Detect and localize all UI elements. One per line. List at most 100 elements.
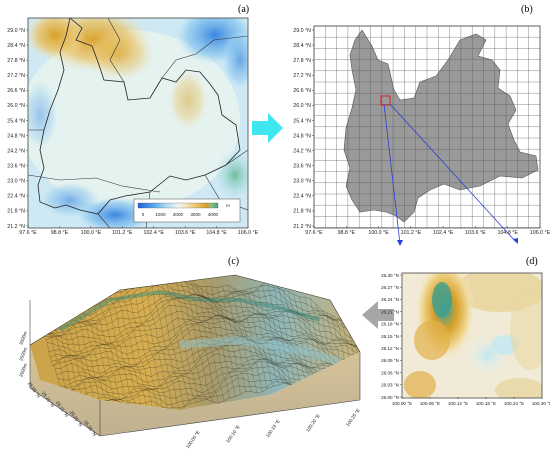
lon-tick-label: 97.6 °E	[305, 230, 323, 236]
selected-cell-highlight	[380, 95, 391, 106]
lat-tick-label: 27.2 °N	[7, 73, 25, 79]
colorbar-tick-label: 4000	[208, 212, 219, 217]
colorbar-tick-label: 2000	[173, 212, 184, 217]
lat-tick-label: 26.21 °N	[381, 309, 399, 314]
y-tick-label: 100.25 °E	[345, 408, 361, 427]
zoom-arrowhead-right	[513, 238, 518, 244]
lat-tick-label: 26.03 °N	[381, 383, 399, 388]
z-tick-label: 2500m	[18, 346, 28, 361]
zoom-arrowhead-left	[397, 240, 403, 246]
zoom-line-right	[389, 103, 517, 243]
lat-tick-label: 26.09 °N	[381, 358, 399, 363]
elevation-map-d	[402, 273, 542, 398]
lat-tick-label: 28.4 °N	[293, 43, 311, 49]
lat-tick-label: 26.6 °N	[293, 88, 311, 94]
colorbar-unit: m	[226, 203, 230, 208]
colorbar-tick-label: 0	[142, 212, 145, 217]
lat-tick-label: 27.2 °N	[293, 73, 311, 79]
lat-tick-label: 22.4 °N	[293, 194, 311, 200]
lat-tick-label: 21.8 °N	[7, 209, 25, 215]
map-frame-a	[27, 17, 249, 229]
lon-tick-label: 103.6 °E	[465, 230, 486, 236]
colorbar-a: 0 1000 2000 3000 4000 m	[133, 198, 241, 223]
lon-tick-label: 98.8 °E	[338, 230, 356, 236]
lat-tick-label: 26.18 °N	[381, 322, 399, 327]
panel-b-label: (b)	[521, 4, 533, 15]
lat-tick-label: 24.2 °N	[7, 148, 25, 154]
lon-tick-label: 103.6 °E	[175, 230, 196, 236]
lat-tick-label: 26.0 °N	[293, 103, 311, 109]
panel-d: (d) 26.30 °N 26.27 °N 26.24 °N 26.21 °N 26.1…	[381, 256, 550, 406]
lat-tick-label: 24.8 °N	[7, 133, 25, 139]
lat-tick-label: 24.8 °N	[293, 133, 311, 139]
lat-tick-label: 29.0 °N	[293, 28, 311, 34]
lat-tick-label: 23.6 °N	[7, 163, 25, 169]
lat-tick-label: 27.8 °N	[293, 58, 311, 64]
lat-tick-label: 23.0 °N	[293, 179, 311, 185]
panel-a: (a) 0 1000 2000 3000 4000 m 29.0 °N28.4	[7, 4, 258, 236]
lon-tick-label: 100.06 °E	[420, 401, 440, 406]
lat-tick-label: 24.2 °N	[293, 148, 311, 154]
z-tick-label: 2000m	[18, 362, 28, 377]
lon-tick-label: 97.6 °E	[19, 230, 37, 236]
lat-tick-label: 26.6 °N	[7, 88, 25, 94]
lat-tick-label: 27.8 °N	[7, 58, 25, 64]
lon-tick-label: 98.8 °E	[51, 230, 69, 236]
lon-tick-label: 100.12 °E	[448, 401, 468, 406]
y-tick-label: 100.20 °E	[305, 413, 321, 432]
map-frame-b	[313, 25, 541, 229]
terrain-side-fill	[30, 345, 360, 436]
y-tick-label: 100.10 °E	[225, 424, 241, 443]
arrow-left	[362, 301, 394, 329]
grid-lines-b	[313, 25, 540, 228]
lat-tick-label: 23.0 °N	[7, 179, 25, 185]
lat-tick-label: 26.0 °N	[7, 103, 25, 109]
lon-tick-label: 106.0 °E	[238, 230, 259, 236]
lon-tick-label: 100.24 °E	[504, 401, 524, 406]
lon-tick-label: 100.00 °E	[392, 401, 412, 406]
lat-tick-label: 26.15 °N	[381, 334, 399, 339]
map-frame-d	[401, 272, 543, 399]
lat-tick-label: 26.06 °N	[381, 370, 399, 375]
arrow-right	[252, 113, 283, 143]
lat-tick-label: 21.2 °N	[7, 224, 25, 230]
panel-a-label: (a)	[238, 4, 249, 15]
lat-tick-label: 23.6 °N	[293, 163, 311, 169]
lon-tick-label: 102.4 °E	[144, 230, 165, 236]
lat-tick-label: 25.4 °N	[293, 118, 311, 124]
lon-tick-label: 104.8 °E	[498, 230, 519, 236]
y-tick-label: 100.05 °E	[185, 430, 201, 449]
panel-b: (b) 29.0 °N 28.4 °N 27.8 °N 27.2 °N 26.6 °N 2…	[293, 4, 550, 246]
lat-tick-label: 29.0 °N	[7, 28, 25, 34]
lat-tick-label: 26.27 °N	[381, 285, 399, 290]
lat-tick-label: 28.4 °N	[7, 43, 25, 49]
y-tick-label: 100.15 °E	[265, 419, 281, 438]
lon-tick-label: 100.30 °E	[532, 401, 550, 406]
colorbar-tick-label: 1000	[155, 212, 166, 217]
lat-tick-label: 22.4 °N	[7, 194, 25, 200]
lon-tick-label: 101.2 °E	[401, 230, 422, 236]
lon-tick-label: 102.4 °E	[433, 230, 454, 236]
plot-box-c	[29, 300, 361, 437]
panel-c-label: (c)	[228, 256, 239, 267]
lat-tick-label: 26.24 °N	[381, 297, 399, 302]
lat-tick-label: 26.30 °N	[381, 273, 399, 278]
lat-tick-label: 21.8 °N	[293, 209, 311, 215]
lon-tick-label: 100.0 °E	[81, 230, 102, 236]
lon-tick-label: 100.0 °E	[368, 230, 389, 236]
panel-d-label: (d)	[526, 256, 538, 267]
lon-tick-label: 106.0 °E	[530, 230, 550, 236]
lon-tick-label: 104.8 °E	[206, 230, 227, 236]
zoom-line-left	[383, 103, 401, 245]
lon-tick-label: 101.2 °E	[112, 230, 133, 236]
lat-tick-label: 21.2 °N	[293, 224, 311, 230]
yunnan-grid-mask	[343, 29, 539, 223]
lat-tick-label: 25.4 °N	[7, 118, 25, 124]
elevation-map-a	[28, 18, 248, 228]
lon-tick-label: 100.18 °E	[476, 401, 496, 406]
z-tick-label: 3000m	[18, 330, 28, 345]
colorbar-tick-label: 3000	[190, 212, 201, 217]
province-boundary-a	[37, 18, 241, 215]
